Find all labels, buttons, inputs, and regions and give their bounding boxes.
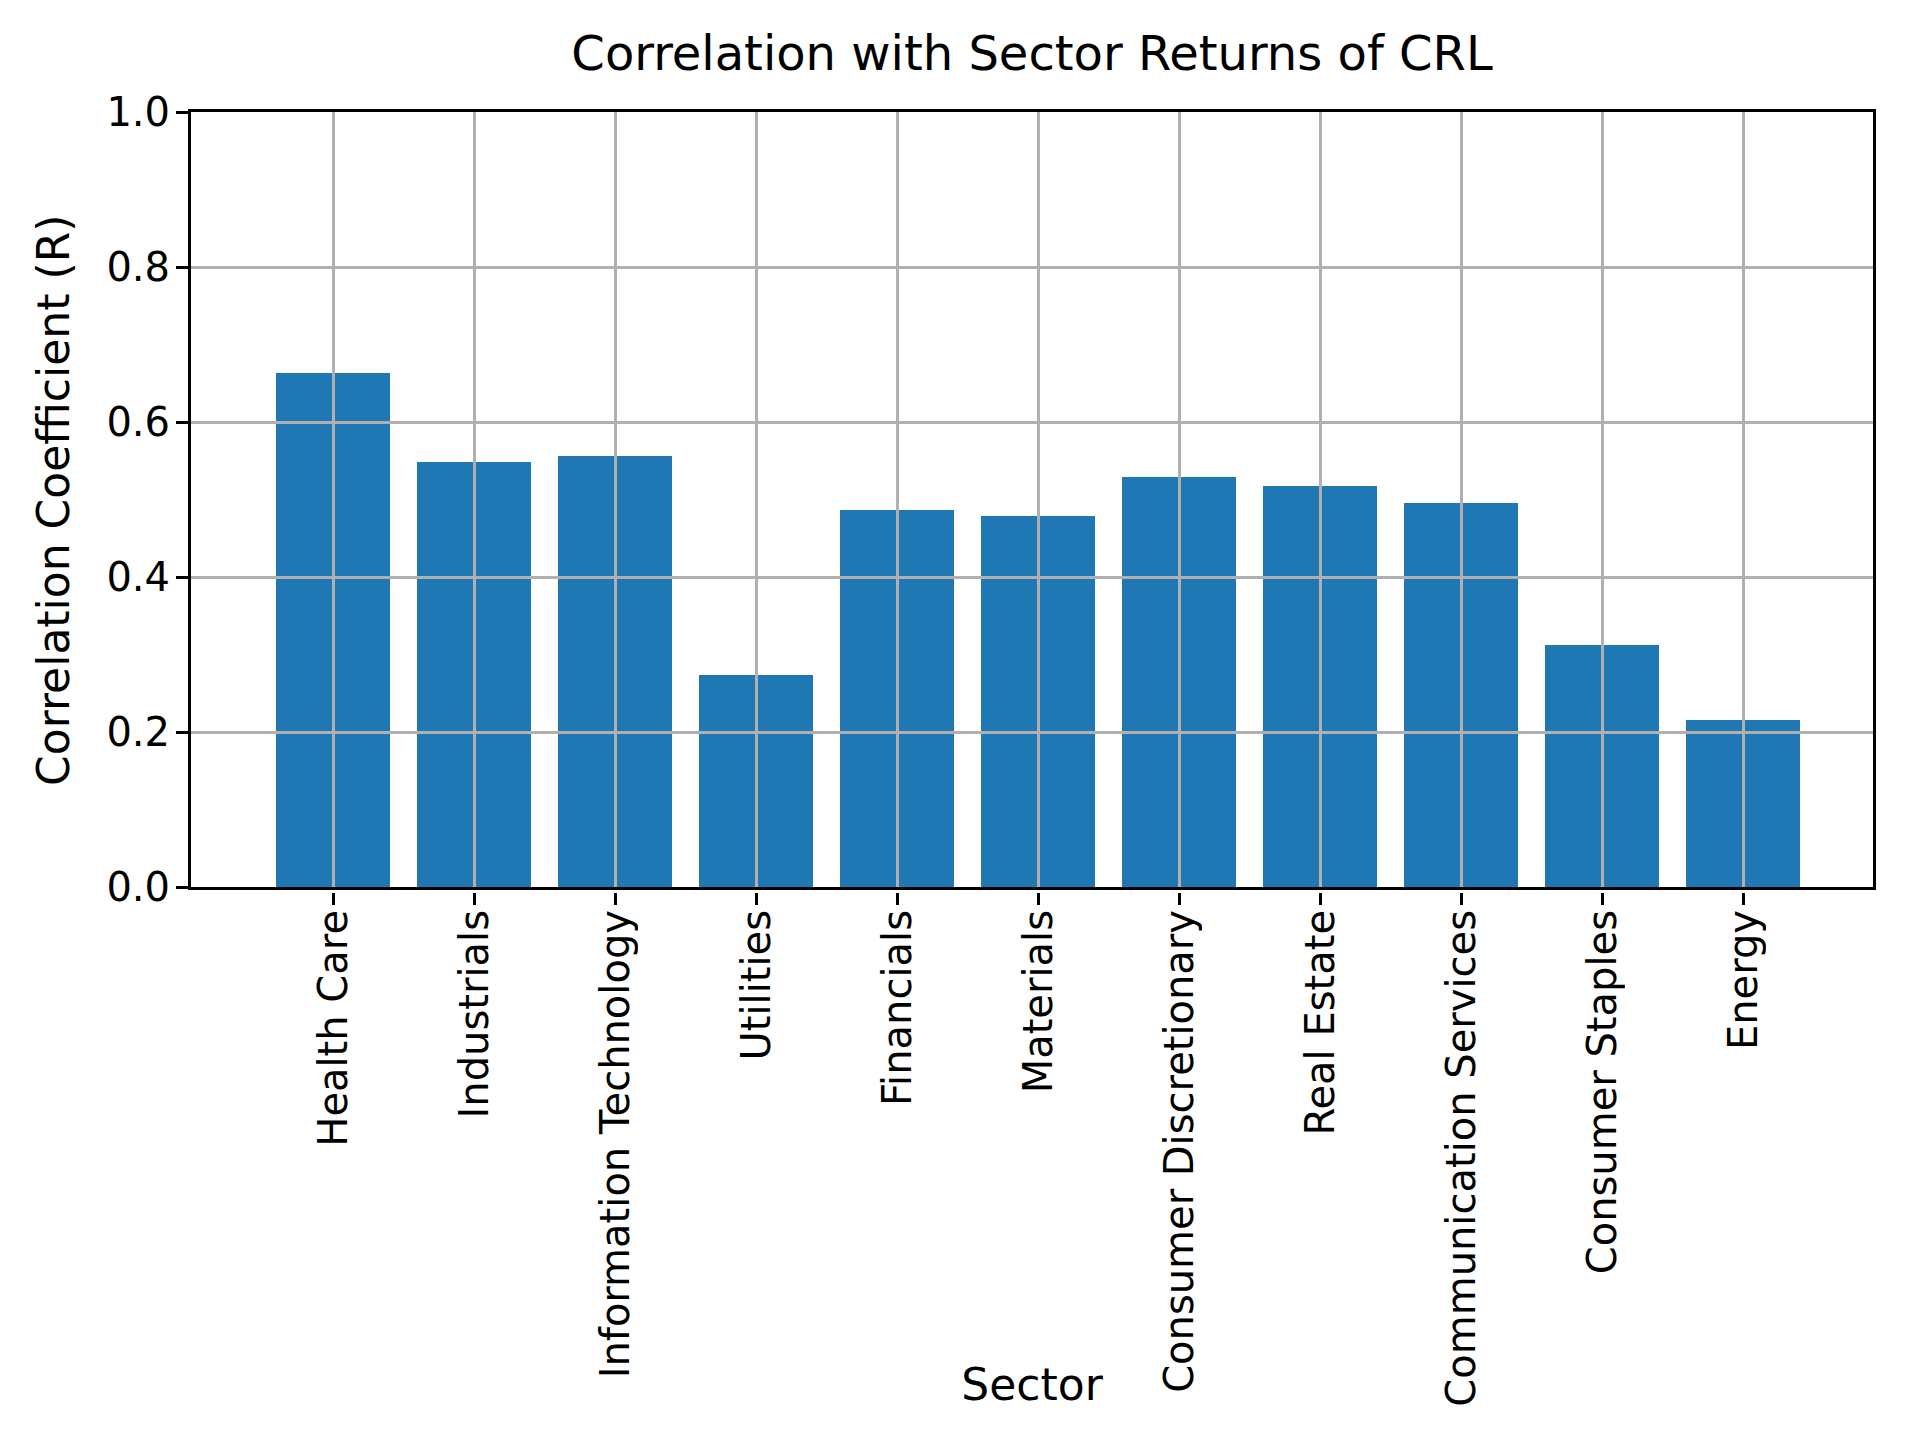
horizontal-gridline [191, 731, 1873, 734]
x-tick-label-utilities: Utilities [732, 910, 780, 1061]
x-tick-label-energy: Energy [1719, 910, 1767, 1050]
horizontal-gridline [191, 576, 1873, 579]
x-tick [755, 893, 758, 905]
y-tick-label: 0.8 [0, 243, 170, 291]
vertical-gridline [473, 112, 476, 887]
x-tick-label-communication-services: Communication Services [1437, 910, 1485, 1407]
x-tick-label-real-estate: Real Estate [1296, 910, 1344, 1136]
x-tick-label-industrials: Industrials [450, 910, 498, 1118]
y-tick-label: 1.0 [0, 88, 170, 136]
x-tick [473, 893, 476, 905]
vertical-gridline [614, 112, 617, 887]
vertical-gridline [1319, 112, 1322, 887]
x-tick [614, 893, 617, 905]
vertical-gridline [332, 112, 335, 887]
x-tick-label-financials: Financials [873, 910, 921, 1106]
vertical-gridline [896, 112, 899, 887]
y-tick-label: 0.6 [0, 398, 170, 446]
y-tick-label: 0.0 [0, 863, 170, 911]
x-tick [1178, 893, 1181, 905]
x-axis-label: Sector [188, 1358, 1876, 1412]
horizontal-gridline [191, 266, 1873, 269]
horizontal-gridline [191, 421, 1873, 424]
y-tick [176, 731, 188, 734]
x-tick [1319, 893, 1322, 905]
y-tick [176, 886, 188, 889]
plot-area [188, 109, 1876, 890]
bar-chart-figure: Correlation with Sector Returns of CRL C… [0, 0, 1920, 1440]
y-tick [176, 576, 188, 579]
x-tick [332, 893, 335, 905]
vertical-gridline [1742, 112, 1745, 887]
x-tick [1460, 893, 1463, 905]
x-tick-label-consumer-staples: Consumer Staples [1578, 910, 1626, 1274]
y-axis-label: Correlation Coefficient (R) [28, 111, 84, 890]
vertical-gridline [1037, 112, 1040, 887]
y-tick [176, 111, 188, 114]
x-tick [1601, 893, 1604, 905]
y-tick-label: 0.2 [0, 708, 170, 756]
y-tick [176, 266, 188, 269]
x-tick [1742, 893, 1745, 905]
x-tick-label-health-care: Health Care [309, 910, 357, 1147]
y-tick [176, 421, 188, 424]
vertical-gridline [1178, 112, 1181, 887]
x-tick-label-consumer-discretionary: Consumer Discretionary [1155, 910, 1203, 1393]
y-tick-label: 0.4 [0, 553, 170, 601]
vertical-gridline [1601, 112, 1604, 887]
vertical-gridline [755, 112, 758, 887]
x-tick-label-information-technology: Information Technology [591, 910, 639, 1378]
chart-title: Correlation with Sector Returns of CRL [188, 24, 1876, 82]
x-tick [896, 893, 899, 905]
vertical-gridline [1460, 112, 1463, 887]
x-tick [1037, 893, 1040, 905]
x-tick-label-materials: Materials [1014, 910, 1062, 1093]
